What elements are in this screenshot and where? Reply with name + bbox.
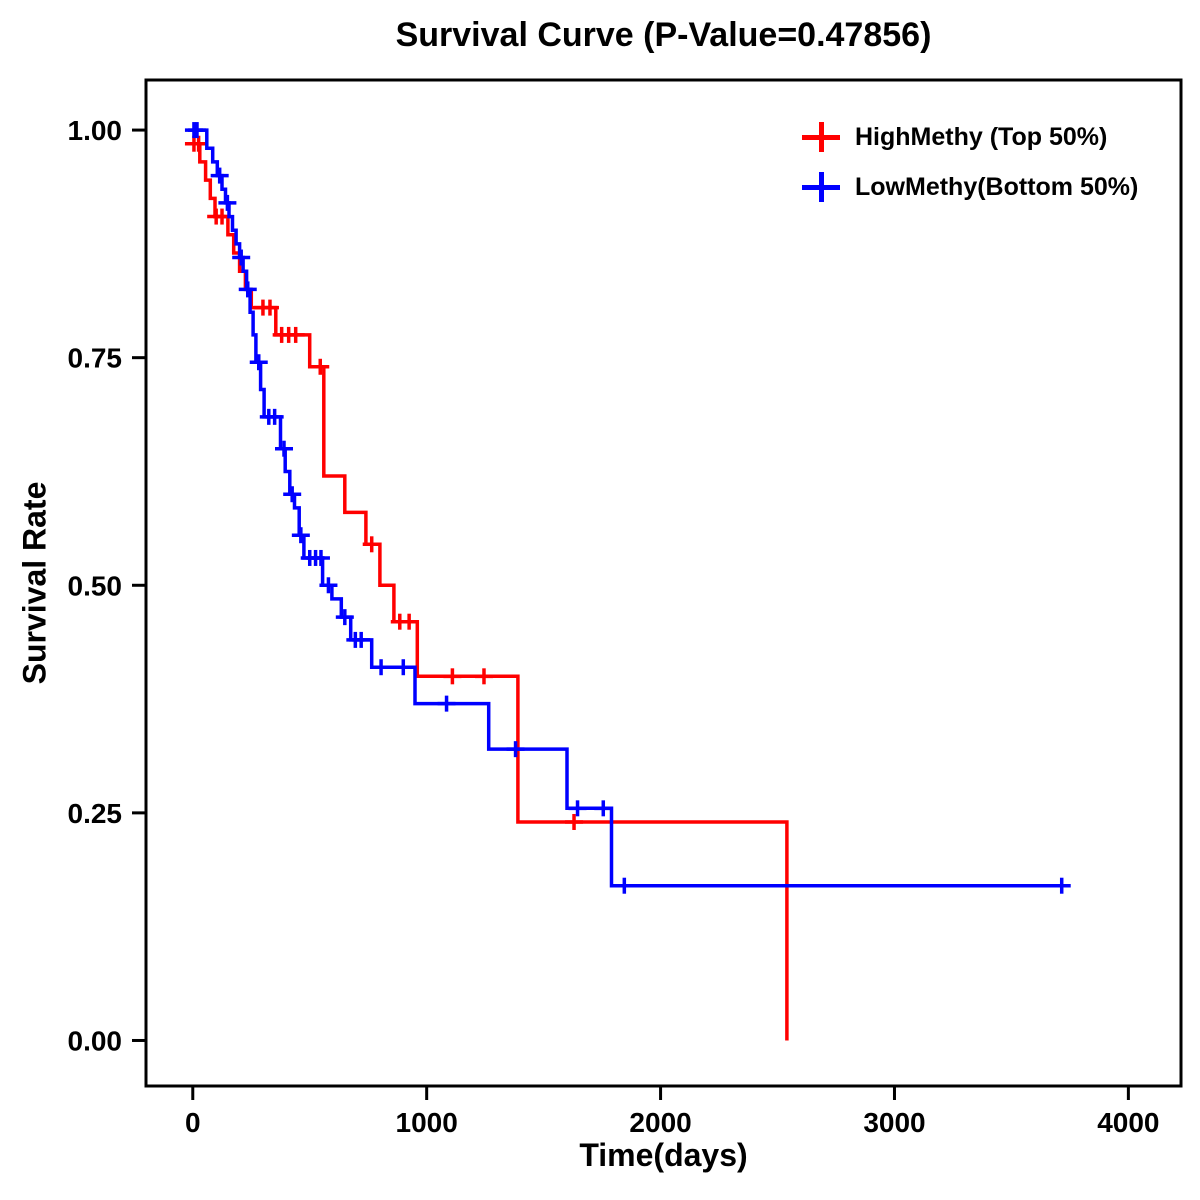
x-tick-label: 3000 xyxy=(863,1107,925,1138)
y-tick-label: 1.00 xyxy=(68,115,123,146)
legend-entry-lowmethy: LowMethy(Bottom 50%) xyxy=(802,162,1138,212)
x-tick-label: 0 xyxy=(185,1107,201,1138)
curve-highmethy xyxy=(192,141,789,1041)
y-tick-label: 0.75 xyxy=(68,343,123,374)
legend-entry-highmethy: HighMethy (Top 50%) xyxy=(802,112,1138,162)
legend-label-lowmethy: LowMethy(Bottom 50%) xyxy=(855,172,1139,201)
curve-lowmethy xyxy=(192,128,1063,888)
x-tick-label: 2000 xyxy=(629,1107,691,1138)
x-tick-label: 4000 xyxy=(1097,1107,1159,1138)
x-axis-label: Time(days) xyxy=(579,1137,748,1173)
x-tick-label: 1000 xyxy=(396,1107,458,1138)
y-tick-label: 0.50 xyxy=(68,570,123,601)
lowmethy-plus-icon xyxy=(802,168,840,206)
chart-title: Survival Curve (P-Value=0.47856) xyxy=(395,16,932,54)
y-tick-label: 0.25 xyxy=(68,798,123,829)
y-tick-label: 0.00 xyxy=(68,1025,123,1056)
highmethy-plus-icon xyxy=(802,118,840,156)
legend: HighMethy (Top 50%) LowMethy(Bottom 50%) xyxy=(802,112,1138,212)
plot-frame xyxy=(144,78,1183,1088)
legend-label-highmethy: HighMethy (Top 50%) xyxy=(855,122,1108,151)
